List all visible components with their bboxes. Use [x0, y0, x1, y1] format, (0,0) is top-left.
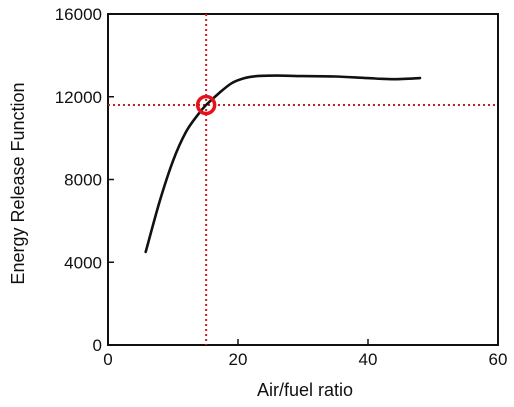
x-axis-label: Air/fuel ratio: [257, 380, 353, 400]
x-tick-label: 0: [103, 350, 112, 369]
y-tick-label: 8000: [64, 171, 102, 190]
y-tick-label: 4000: [64, 253, 102, 272]
y-tick-label: 16000: [55, 5, 102, 24]
series-line: [144, 74, 422, 254]
x-tick-label: 40: [359, 350, 378, 369]
y-axis-label: Energy Release Function: [8, 82, 28, 284]
y-tick-label: 0: [93, 336, 102, 355]
highlight-marker: [195, 94, 217, 116]
tick-layer: 0 20 40 60 0 4000 8000 12000 16000: [55, 5, 508, 369]
x-tick-label: 20: [229, 350, 248, 369]
data-layer: [108, 14, 498, 345]
y-tick-label: 12000: [55, 88, 102, 107]
x-tick-label: 60: [489, 350, 508, 369]
